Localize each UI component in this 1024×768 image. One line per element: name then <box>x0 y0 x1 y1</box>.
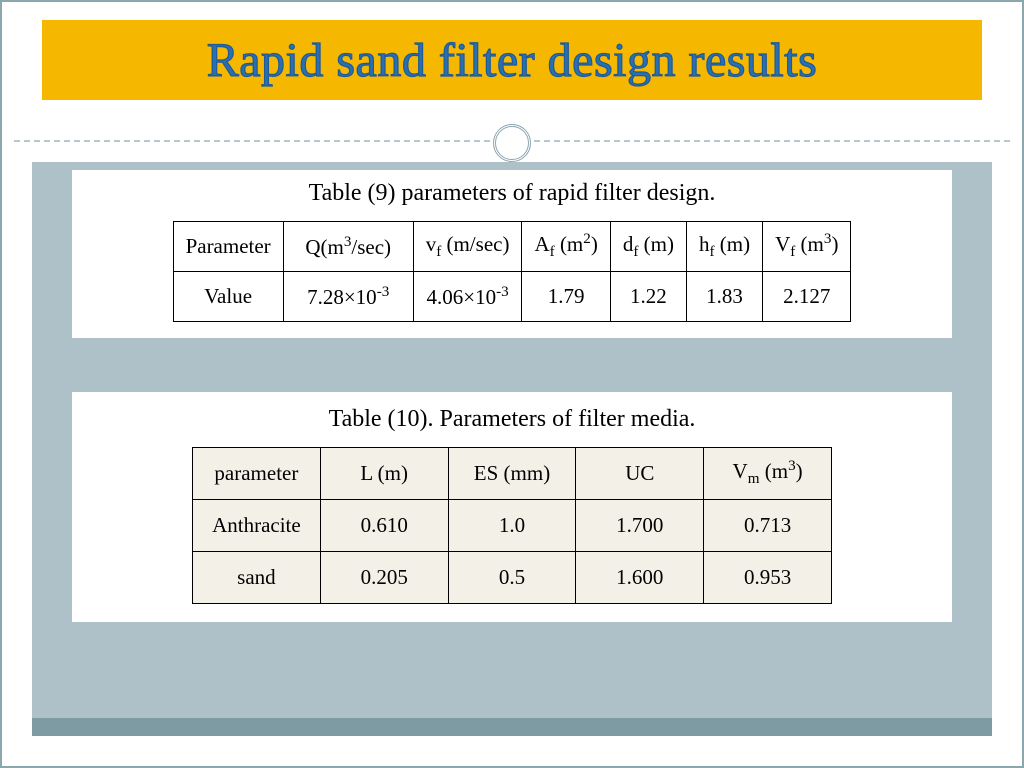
table-row: Parameter Q(m3/sec) vf (m/sec) Af (m2) d… <box>173 222 851 272</box>
table9-panel: Table (9) parameters of rapid filter des… <box>72 170 952 338</box>
table10-col-3: UC <box>576 448 704 500</box>
table9-rowlabel-value: Value <box>173 272 283 322</box>
table-row: Anthracite 0.610 1.0 1.700 0.713 <box>193 500 832 552</box>
table10-panel: Table (10). Parameters of filter media. … <box>72 392 952 622</box>
table9-val-2: 1.79 <box>522 272 610 322</box>
table9-col-2: Af (m2) <box>522 222 610 272</box>
table10-col-2: ES (mm) <box>448 448 576 500</box>
bottom-strip <box>32 718 992 736</box>
table9-val-1: 4.06×10-3 <box>413 272 522 322</box>
table10-col-1: L (m) <box>320 448 448 500</box>
table10-r1c1: 0.205 <box>320 552 448 604</box>
table9-caption: Table (9) parameters of rapid filter des… <box>92 180 932 207</box>
divider-circle-icon <box>493 124 531 162</box>
table10-r0c3: 1.700 <box>576 500 704 552</box>
title-bar: Rapid sand filter design results <box>42 20 982 100</box>
table10-r0c2: 1.0 <box>448 500 576 552</box>
table9-val-0: 7.28×10-3 <box>283 272 413 322</box>
content-area: Table (9) parameters of rapid filter des… <box>32 162 992 736</box>
slide-title: Rapid sand filter design results <box>207 33 818 88</box>
table10-r0c4: 0.713 <box>704 500 832 552</box>
table10: parameter L (m) ES (mm) UC Vm (m3) Anthr… <box>192 447 832 604</box>
table10-caption: Table (10). Parameters of filter media. <box>96 406 928 433</box>
table9-col-1: vf (m/sec) <box>413 222 522 272</box>
slide-frame: Rapid sand filter design results Table (… <box>0 0 1024 768</box>
table9: Parameter Q(m3/sec) vf (m/sec) Af (m2) d… <box>173 221 852 322</box>
table10-r0c1: 0.610 <box>320 500 448 552</box>
divider <box>2 118 1022 168</box>
table10-r1c2: 0.5 <box>448 552 576 604</box>
table9-rowlabel-header: Parameter <box>173 222 283 272</box>
table9-col-0: Q(m3/sec) <box>283 222 413 272</box>
table10-col-4: Vm (m3) <box>704 448 832 500</box>
table9-col-3: df (m) <box>610 222 686 272</box>
table-row: Value 7.28×10-3 4.06×10-3 1.79 1.22 1.83… <box>173 272 851 322</box>
table9-val-3: 1.22 <box>610 272 686 322</box>
table10-col-0: parameter <box>193 448 321 500</box>
table9-col-4: hf (m) <box>686 222 762 272</box>
table9-val-5: 2.127 <box>763 272 851 322</box>
table10-r1c3: 1.600 <box>576 552 704 604</box>
table9-val-4: 1.83 <box>686 272 762 322</box>
table10-r1c4: 0.953 <box>704 552 832 604</box>
table-row: sand 0.205 0.5 1.600 0.953 <box>193 552 832 604</box>
table9-col-5: Vf (m3) <box>763 222 851 272</box>
table-row: parameter L (m) ES (mm) UC Vm (m3) <box>193 448 832 500</box>
table10-r0c0: Anthracite <box>193 500 321 552</box>
table10-r1c0: sand <box>193 552 321 604</box>
